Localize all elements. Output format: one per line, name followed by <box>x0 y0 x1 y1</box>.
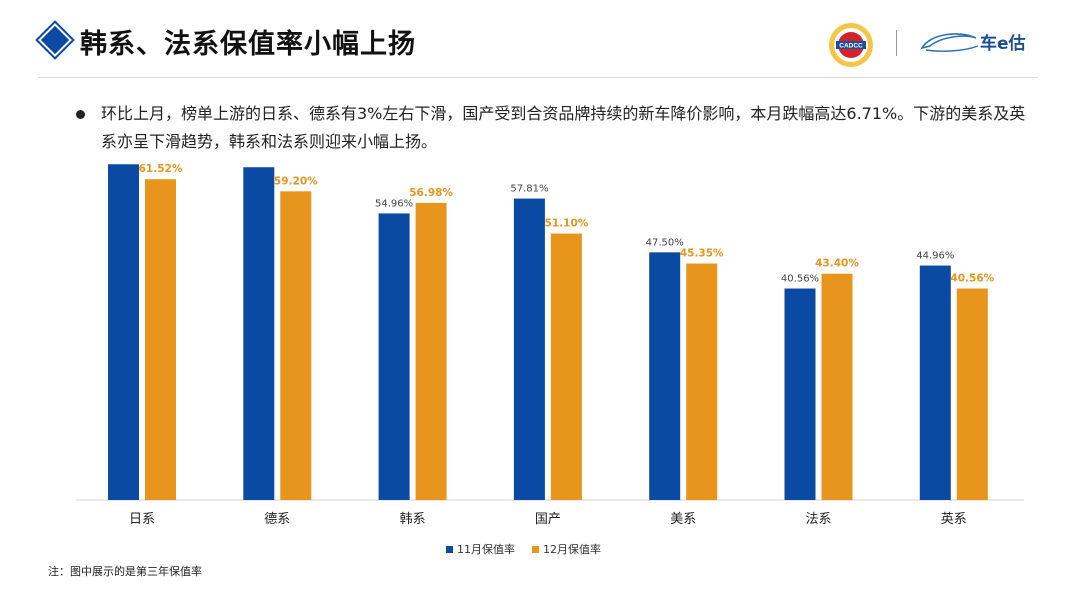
cadcc-logo-text: CADCC <box>839 43 863 50</box>
footnote: 注：图中展示的是第三年保值率 <box>48 565 202 578</box>
bullet-dot <box>76 110 85 119</box>
data-label-dec-0: 61.52% <box>139 163 183 175</box>
x-tick-label-6: 英系 <box>941 512 967 527</box>
chart-legend: 11月保值率 12月保值率 <box>446 542 601 556</box>
data-label-nov-2: 54.96% <box>375 198 413 209</box>
bar-chart: 64.39%61.52%日系63.82%59.20%德系54.96%56.98%… <box>76 160 1024 556</box>
bar-nov-2 <box>378 213 410 500</box>
bar-dec-5 <box>821 273 853 500</box>
data-label-dec-5: 43.40% <box>815 258 859 270</box>
data-label-nov-3: 57.81% <box>510 184 548 195</box>
bar-dec-4 <box>686 263 718 500</box>
bar-nov-0 <box>108 164 139 500</box>
x-tick-label-3: 国产 <box>535 512 561 527</box>
header: 韩系、法系保值率小幅上扬 CADCC 车e估 <box>0 0 1080 80</box>
bar-dec-0 <box>145 179 176 500</box>
logo-divider <box>896 30 897 56</box>
data-label-dec-1: 59.20% <box>274 175 318 187</box>
legend-swatch-0 <box>446 546 453 553</box>
ceg-logo: 车e估 <box>920 33 1026 54</box>
data-label-nov-6: 44.96% <box>916 251 954 262</box>
bar-dec-2 <box>415 202 447 500</box>
legend-swatch-1 <box>532 546 539 553</box>
bar-dec-6 <box>956 288 988 500</box>
summary-text: 环比上月，榜单上游的日系、德系有3%左右下滑，国产受到合资品牌持续的新车降价影响… <box>101 104 1026 151</box>
x-tick-label-0: 日系 <box>129 512 155 527</box>
ceg-logo-text: 车e估 <box>980 33 1026 54</box>
data-label-nov-5: 40.56% <box>781 274 819 285</box>
data-label-dec-6: 40.56% <box>950 273 994 285</box>
x-tick-label-5: 法系 <box>805 512 831 527</box>
data-label-dec-2: 56.98% <box>409 187 453 199</box>
x-tick-label-2: 韩系 <box>400 512 426 527</box>
cadcc-logo: CADCC <box>829 23 873 67</box>
data-label-dec-3: 51.10% <box>545 218 589 230</box>
bar-dec-1 <box>280 191 312 501</box>
legend-label-1: 12月保值率 <box>543 542 601 556</box>
bar-nov-3 <box>513 198 545 500</box>
data-label-nov-4: 47.50% <box>646 237 684 248</box>
bar-nov-6 <box>919 265 951 500</box>
page-title: 韩系、法系保值率小幅上扬 <box>80 29 416 60</box>
x-tick-label-4: 美系 <box>670 512 696 527</box>
x-tick-label-1: 德系 <box>264 512 290 527</box>
data-label-nov-1: 63.82% <box>240 160 278 163</box>
title-diamond-icon <box>35 20 75 60</box>
legend-label-0: 11月保值率 <box>457 542 515 556</box>
bar-nov-4 <box>649 252 681 500</box>
bar-nov-5 <box>784 288 816 500</box>
bar-nov-1 <box>243 167 275 500</box>
header-divider <box>38 77 1038 78</box>
data-label-dec-4: 45.35% <box>680 248 724 260</box>
bar-dec-3 <box>550 233 582 501</box>
